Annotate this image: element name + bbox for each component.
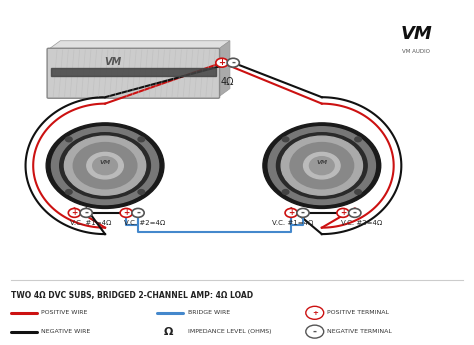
Polygon shape	[48, 41, 230, 49]
Text: POSITIVE TERMINAL: POSITIVE TERMINAL	[328, 310, 390, 315]
Circle shape	[290, 142, 354, 189]
Circle shape	[306, 306, 324, 319]
Polygon shape	[51, 68, 216, 76]
Text: +: +	[71, 208, 78, 217]
Text: TWO 4Ω DVC SUBS, BRIDGED 2-CHANNEL AMP: 4Ω LOAD: TWO 4Ω DVC SUBS, BRIDGED 2-CHANNEL AMP: …	[11, 290, 253, 299]
Text: Ω: Ω	[164, 327, 173, 337]
Text: -: -	[84, 208, 88, 218]
Circle shape	[355, 189, 361, 194]
Circle shape	[52, 127, 159, 205]
Circle shape	[355, 137, 361, 142]
Text: NEGATIVE WIRE: NEGATIVE WIRE	[41, 329, 91, 334]
Circle shape	[303, 152, 340, 179]
Circle shape	[306, 325, 324, 338]
Text: POSITIVE WIRE: POSITIVE WIRE	[41, 310, 88, 315]
Circle shape	[281, 136, 363, 195]
Text: +: +	[123, 208, 129, 217]
Circle shape	[310, 157, 334, 175]
Text: IMPEDANCE LEVEL (OHMS): IMPEDANCE LEVEL (OHMS)	[188, 329, 271, 334]
Text: -: -	[353, 208, 357, 218]
Text: V.C. #2=4Ω: V.C. #2=4Ω	[124, 220, 165, 226]
Text: VM: VM	[100, 160, 110, 165]
Circle shape	[60, 133, 150, 199]
Circle shape	[132, 208, 144, 217]
Text: -: -	[231, 58, 235, 68]
Circle shape	[65, 189, 72, 194]
Text: 4Ω: 4Ω	[221, 77, 234, 87]
Text: VM: VM	[104, 57, 122, 67]
Circle shape	[268, 127, 375, 205]
Text: +: +	[340, 208, 346, 217]
Circle shape	[73, 142, 137, 189]
Circle shape	[349, 208, 361, 217]
Text: -: -	[136, 208, 140, 218]
Text: NEGATIVE TERMINAL: NEGATIVE TERMINAL	[328, 329, 392, 334]
Text: VM: VM	[316, 160, 328, 165]
Circle shape	[285, 208, 297, 217]
Circle shape	[138, 137, 145, 142]
Text: BRIDGE WIRE: BRIDGE WIRE	[188, 310, 229, 315]
Circle shape	[337, 208, 349, 217]
Text: -: -	[301, 208, 305, 218]
Text: +: +	[219, 58, 226, 67]
Circle shape	[93, 157, 118, 175]
Circle shape	[283, 189, 289, 194]
Circle shape	[297, 208, 309, 217]
Text: +: +	[288, 208, 294, 217]
Circle shape	[46, 123, 164, 208]
Circle shape	[263, 123, 381, 208]
Text: +: +	[312, 310, 318, 316]
Text: V.C. #1=4Ω: V.C. #1=4Ω	[70, 220, 111, 226]
Circle shape	[65, 137, 72, 142]
Circle shape	[283, 137, 289, 142]
Text: VM AUDIO: VM AUDIO	[402, 49, 430, 54]
Circle shape	[87, 152, 123, 179]
Circle shape	[64, 136, 146, 195]
Circle shape	[216, 58, 228, 67]
Text: V.C. #1=4Ω: V.C. #1=4Ω	[273, 220, 314, 226]
Text: VM: VM	[400, 25, 432, 43]
FancyBboxPatch shape	[47, 48, 219, 98]
Circle shape	[68, 208, 81, 217]
Circle shape	[120, 208, 132, 217]
Circle shape	[80, 208, 92, 217]
Circle shape	[138, 189, 145, 194]
Text: V.C. #2=4Ω: V.C. #2=4Ω	[341, 220, 382, 226]
Circle shape	[227, 58, 239, 67]
Text: -: -	[313, 327, 317, 337]
Circle shape	[276, 133, 367, 199]
Polygon shape	[218, 41, 230, 97]
